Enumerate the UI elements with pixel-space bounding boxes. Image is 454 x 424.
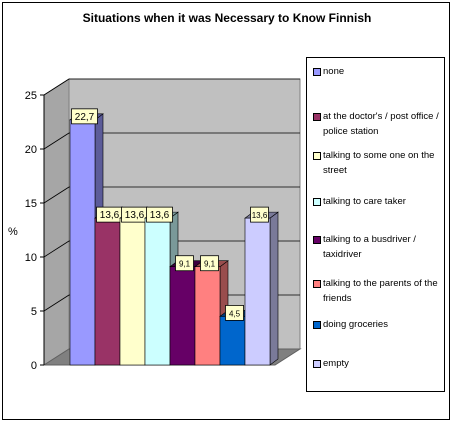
- bar-side: [269, 211, 279, 366]
- bar: [69, 119, 96, 366]
- bar: [219, 316, 246, 366]
- legend-swatch: [313, 360, 321, 368]
- data-label: 13,6: [252, 211, 268, 220]
- bar: [169, 266, 196, 366]
- legend-label: at the doctor's / post office / police s…: [323, 111, 439, 137]
- bar: [94, 217, 121, 366]
- bar: [119, 217, 146, 366]
- legend-item: talking to a busdriver / taxidriver: [313, 232, 443, 262]
- data-label-box: [225, 304, 244, 321]
- data-label: 13,6: [125, 210, 145, 221]
- gridline-side: [43, 186, 70, 204]
- legend-label: empty: [323, 358, 349, 369]
- data-label-box: [71, 108, 98, 125]
- data-label-box: [250, 206, 269, 223]
- legend-item: talking to care taker: [313, 194, 443, 209]
- chart-title: Situations when it was Necessary to Know…: [82, 11, 372, 25]
- chart-legend: none at the doctor's / post office / poli…: [306, 57, 445, 392]
- data-label: 9,1: [204, 260, 216, 269]
- gridline-side: [43, 78, 70, 96]
- bar: [144, 217, 171, 366]
- y-tick-label: 10: [25, 252, 37, 264]
- legend-item: talking to some one on the street: [313, 148, 443, 178]
- legend-item: talking to the parents of the friends: [313, 276, 443, 306]
- bar: [194, 266, 221, 366]
- legend-swatch: [313, 321, 321, 329]
- legend-item: empty: [313, 356, 443, 371]
- gridline-side: [43, 294, 70, 312]
- data-label: 9,1: [179, 260, 191, 269]
- data-label: 13,6: [100, 210, 120, 221]
- legend-swatch: [313, 280, 321, 288]
- legend-label: talking to the parents of the friends: [323, 278, 438, 304]
- legend-label: none: [323, 66, 345, 77]
- y-tick-label: 25: [25, 90, 37, 102]
- legend-swatch: [313, 68, 321, 76]
- y-tick-label: 20: [25, 144, 37, 156]
- y-axis-label: %: [8, 226, 18, 238]
- y-tick-label: 15: [25, 198, 37, 210]
- legend-item: at the doctor's / post office / police s…: [313, 109, 443, 139]
- legend-swatch: [313, 198, 321, 206]
- legend-label: talking to some one on the street: [323, 150, 435, 176]
- data-label-box: [175, 255, 194, 272]
- legend-label: talking to a busdriver / taxidriver: [323, 234, 416, 260]
- data-label: 13,6: [150, 210, 170, 221]
- y-tick-label: 5: [31, 306, 37, 318]
- bar: [244, 217, 271, 366]
- side-wall: [43, 78, 70, 366]
- y-tick-label: 0: [31, 360, 37, 372]
- legend-item: doing groceries: [313, 317, 443, 332]
- gridline-side: [43, 132, 70, 150]
- legend-swatch: [313, 152, 321, 160]
- gridline-side: [43, 240, 70, 258]
- legend-label: doing groceries: [323, 319, 388, 330]
- data-label-box: [146, 206, 173, 223]
- legend-swatch: [313, 236, 321, 244]
- legend-label: talking to care taker: [323, 196, 406, 207]
- data-label: 22,7: [75, 112, 95, 123]
- data-label: 4,5: [229, 309, 241, 318]
- legend-item: none: [313, 64, 443, 79]
- legend-swatch: [313, 113, 321, 121]
- data-label-box: [200, 255, 219, 272]
